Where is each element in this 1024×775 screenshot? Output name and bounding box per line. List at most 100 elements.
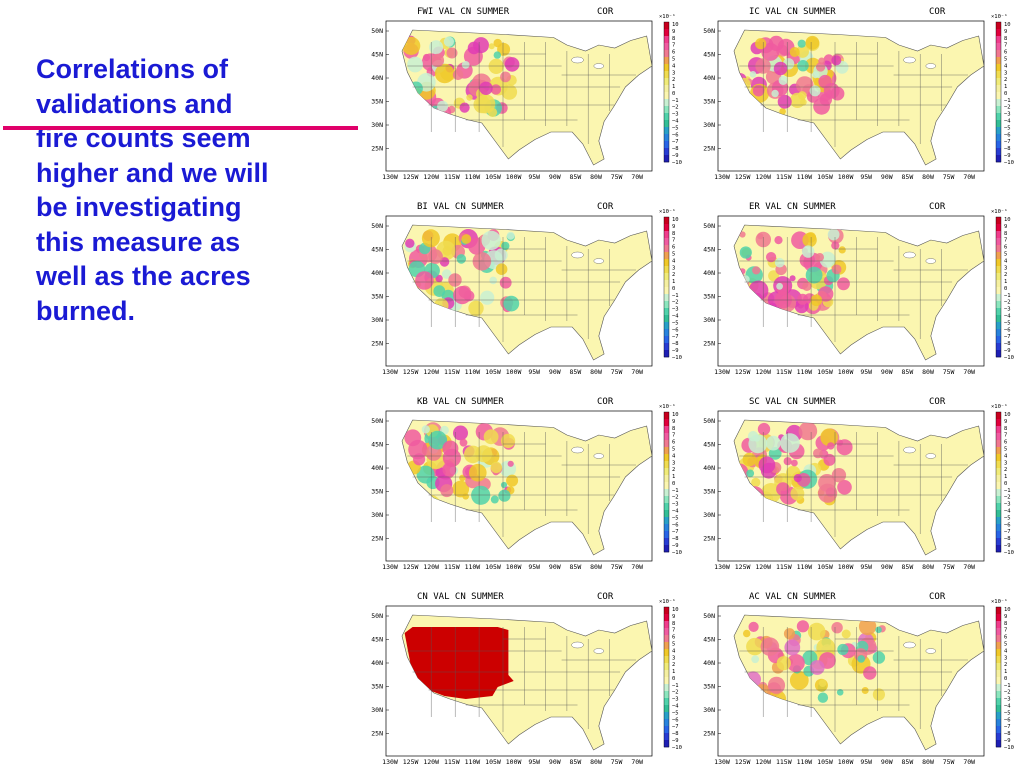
colorbar-tick-label: 10 (1004, 607, 1011, 613)
colorbar-tick-label: 2 (672, 272, 675, 278)
colorbar-swatch (996, 106, 1001, 114)
longitude-label: 115W (444, 368, 460, 376)
colorbar-swatch (996, 155, 1001, 163)
longitude-label: 90W (549, 173, 561, 181)
colorbar-tick-label: −4 (1004, 314, 1011, 320)
colorbar-swatch (664, 245, 669, 253)
longitude-label: 130W (382, 173, 398, 181)
colorbar-swatch (996, 252, 1001, 260)
colorbar-tick-label: −2 (1004, 495, 1011, 501)
colorbar-tick-label: 4 (1004, 453, 1008, 459)
text-line: burned. (36, 295, 135, 326)
colorbar-tick-label: 0 (672, 286, 675, 292)
colorbar-swatch (996, 468, 1001, 476)
colorbar-tick-label: 5 (1004, 641, 1007, 647)
panel-title: CN VAL CN SUMMER (417, 592, 504, 602)
colorbar-tick-label: −5 (672, 125, 679, 131)
longitude-label: 80W (590, 758, 602, 766)
colorbar-tick-label: −1 (1004, 98, 1011, 104)
longitude-label: 115W (776, 758, 792, 766)
colorbar-swatch (664, 336, 669, 344)
map-figure: 50N 45N 40N 35N 30N 25N 130W 125W 120W 115W 110W 10… (703, 403, 1014, 571)
colorbar-tick-label: −9 (1004, 348, 1011, 354)
panel-title: KB VAL CN SUMMER (417, 397, 504, 407)
longitude-label: 90W (881, 368, 893, 376)
longitude-label: 95W (860, 173, 872, 181)
longitude-label: 85W (902, 563, 914, 571)
longitude-label: 85W (902, 758, 914, 766)
latitude-label: 50N (703, 222, 715, 230)
colorbar-tick-label: 5 (1004, 56, 1007, 62)
latitude-label: 45N (703, 51, 715, 59)
latitude-label: 25N (703, 145, 715, 153)
colorbar-swatch (664, 635, 669, 643)
longitude-label: 120W (755, 173, 771, 181)
colorbar-tick-label: −7 (672, 529, 679, 535)
colorbar-tick-label: −4 (1004, 119, 1011, 125)
longitude-label: 125W (735, 758, 751, 766)
colorbar-scale-label: ×10⁻¹ (659, 13, 676, 20)
panel-stat-label: COR (597, 202, 614, 212)
colorbar-tick-label: −7 (1004, 334, 1011, 340)
colorbar-swatch (664, 719, 669, 727)
colorbar-tick-label: 2 (672, 77, 675, 83)
longitude-label: 95W (528, 563, 540, 571)
colorbar-tick-label: −9 (672, 543, 679, 549)
longitude-label: 80W (922, 563, 934, 571)
colorbar-tick-label: −10 (672, 745, 682, 751)
longitude-label: 110W (465, 758, 481, 766)
colorbar-swatch (996, 29, 1001, 37)
colorbar-tick-label: −8 (1004, 731, 1011, 737)
colorbar-swatch (996, 719, 1001, 727)
colorbar-swatch (996, 120, 1001, 128)
colorbar-swatch (664, 475, 669, 483)
colorbar-tick-label: 1 (1004, 279, 1007, 285)
map-figure: 50N 45N 40N 35N 30N 25N 130W 125W 120W 115W 110W 10… (371, 13, 682, 181)
colorbar-tick-label: 8 (1004, 36, 1007, 42)
colorbar-swatch (664, 322, 669, 330)
longitude-label: 85W (570, 563, 582, 571)
state-boundaries (407, 627, 636, 732)
colorbar-swatch (664, 343, 669, 351)
colorbar-tick-label: 0 (672, 676, 675, 682)
panel-title: BI VAL CN SUMMER (417, 202, 504, 212)
longitude-label: 70W (631, 368, 643, 376)
text-line: validations and (36, 88, 233, 119)
longitude-label: 130W (382, 368, 398, 376)
colorbar-tick-label: 3 (1004, 460, 1007, 466)
text-line: Correlations of (36, 54, 229, 84)
colorbar-swatch (996, 496, 1001, 504)
longitude-label: 90W (549, 368, 561, 376)
latitude-label: 50N (371, 417, 383, 425)
colorbar-tick-label: −5 (1004, 320, 1011, 326)
colorbar-swatch (996, 524, 1001, 532)
longitude-label: 105W (485, 563, 501, 571)
text-line: this measure as (36, 226, 241, 257)
latitude-label: 25N (371, 340, 383, 348)
text-line: higher and we will (36, 157, 269, 188)
colorbar-tick-label: 3 (672, 460, 675, 466)
colorbar-tick-label: 10 (672, 412, 679, 418)
longitude-label: 100W (506, 563, 522, 571)
correlation-shading (735, 228, 850, 315)
longitude-label: 75W (943, 368, 955, 376)
state-boundaries (407, 237, 636, 342)
colorbar-swatch (996, 92, 1001, 100)
colorbar-swatch (996, 294, 1001, 302)
colorbar-tick-label: −3 (1004, 307, 1011, 313)
colorbar-swatch (664, 607, 669, 615)
colorbar-tick-label: −1 (1004, 683, 1011, 689)
colorbar-swatch (664, 712, 669, 720)
colorbar-tick-label: −8 (672, 341, 679, 347)
colorbar-swatch (996, 301, 1001, 309)
colorbar-swatch (664, 36, 669, 44)
latitude-label: 40N (703, 464, 715, 472)
longitude-label: 75W (611, 563, 623, 571)
colorbar-tick-label: 1 (672, 669, 675, 675)
colorbar-swatch (996, 426, 1001, 434)
colorbar-tick-label: −1 (672, 293, 679, 299)
colorbar-swatch (664, 461, 669, 469)
colorbar-tick-label: −5 (672, 320, 679, 326)
